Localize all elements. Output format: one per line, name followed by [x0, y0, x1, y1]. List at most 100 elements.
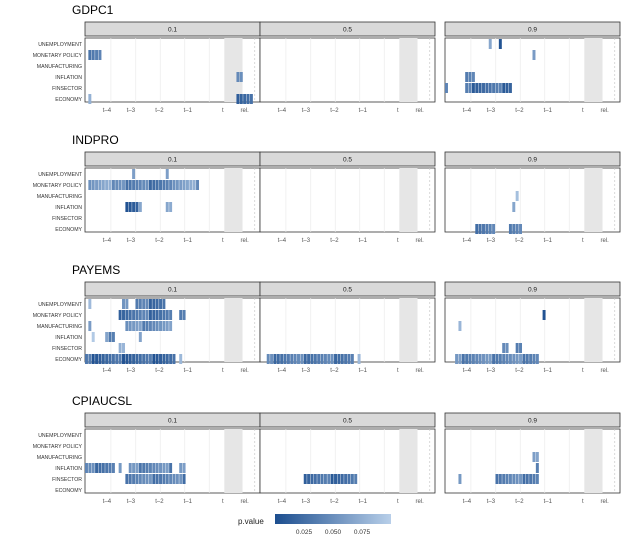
heat-cell: [125, 474, 129, 484]
heat-cell: [354, 474, 358, 484]
heat-cell: [142, 354, 146, 364]
heat-cell: [152, 354, 156, 364]
panel-strip: [444, 281, 621, 297]
heat-cell: [334, 354, 338, 364]
heat-cell: [502, 354, 506, 364]
heat-cell: [515, 474, 519, 484]
heat-cell: [498, 83, 502, 93]
heat-cell: [165, 321, 169, 331]
heat-cell: [132, 202, 136, 212]
heat-cell: [512, 474, 516, 484]
heat-cell: [317, 354, 321, 364]
row-label: MONETARY POLICY: [33, 444, 83, 450]
x-tick-label: t–4: [278, 499, 287, 505]
heat-cell: [105, 463, 109, 473]
heat-cell: [337, 354, 341, 364]
shaded-t-region: [224, 429, 243, 493]
heat-cell: [182, 180, 186, 190]
heat-cell: [182, 474, 186, 484]
heat-cell: [105, 354, 109, 364]
row-label: ECONOMY: [55, 357, 82, 363]
heat-cell: [323, 354, 327, 364]
heat-cell: [347, 354, 351, 364]
heat-cell: [303, 474, 307, 484]
heat-cell: [344, 354, 348, 364]
heat-cell: [142, 310, 146, 320]
heat-cell: [468, 354, 472, 364]
heat-cell: [468, 83, 472, 93]
x-tick-label: t–1: [544, 108, 553, 114]
heat-cell: [122, 310, 125, 320]
row-label: FINSECTOR: [52, 346, 82, 352]
heat-cell: [135, 354, 139, 364]
x-tick-label: rel.: [601, 108, 610, 114]
heat-cell: [468, 72, 472, 82]
heat-cell: [465, 354, 469, 364]
panel-strip-label: 0.1: [168, 417, 177, 424]
heat-cell: [135, 202, 139, 212]
heat-cell: [162, 321, 166, 331]
heat-cell: [529, 474, 533, 484]
heat-cell: [155, 463, 159, 473]
heat-cell: [88, 299, 92, 309]
x-tick-label: t–3: [302, 238, 311, 244]
heat-cell: [162, 474, 166, 484]
heat-cell: [169, 180, 173, 190]
x-tick-label: t: [397, 238, 399, 244]
heat-cell: [313, 354, 317, 364]
legend-title: p.value: [238, 517, 264, 526]
heat-cell: [182, 310, 186, 320]
x-tick-label: t: [222, 108, 224, 114]
heat-cell: [350, 354, 354, 364]
x-tick-label: t–1: [184, 238, 193, 244]
heat-cell: [515, 354, 519, 364]
heat-cell: [162, 354, 166, 364]
heat-cell: [122, 343, 125, 353]
heat-cell: [128, 463, 132, 473]
facet-grid: GDPC1 UNEMPLOYMENT MONETARY POLICY MANUFACT…: [33, 3, 621, 505]
heat-cell: [461, 354, 465, 364]
heat-cell: [478, 354, 482, 364]
panel-q05: 0.5 t–4 t–3 t–2 t–1 t rel.: [259, 21, 436, 114]
panel-strip-label: 0.1: [168, 26, 177, 33]
heat-cell: [132, 169, 136, 179]
heat-cell: [145, 463, 149, 473]
row-label: FINSECTOR: [52, 216, 82, 222]
x-tick-label: t–4: [463, 368, 472, 374]
x-tick-label: t–3: [487, 499, 496, 505]
heat-cell: [327, 354, 331, 364]
heat-cell: [478, 224, 482, 234]
heat-cell: [515, 224, 519, 234]
heat-cell: [148, 463, 152, 473]
x-tick-label: t–4: [463, 108, 472, 114]
heat-cell: [478, 83, 482, 93]
heat-cell: [525, 354, 529, 364]
heat-cell: [88, 50, 92, 60]
x-tick-label: t–1: [184, 108, 193, 114]
heat-cell: [175, 180, 179, 190]
panel-q05: 0.5 t–4 t–3 t–2 t–1 t rel.: [259, 412, 436, 505]
heat-cell: [165, 202, 169, 212]
heat-cell: [239, 94, 243, 104]
x-tick-label: t: [582, 238, 584, 244]
heat-cell: [159, 321, 163, 331]
heat-cell: [350, 474, 354, 484]
heat-cell: [128, 180, 132, 190]
shaded-t-region: [399, 168, 418, 232]
heat-cell: [101, 463, 105, 473]
x-tick-label: t–4: [463, 238, 472, 244]
legend-tick-label: 0.050: [325, 529, 342, 536]
heat-cell: [91, 332, 95, 342]
heat-cell: [340, 354, 344, 364]
x-tick-label: t–2: [515, 238, 524, 244]
x-tick-label: t–4: [103, 238, 112, 244]
row-label: INFLATION: [55, 335, 82, 341]
heat-cell: [125, 180, 129, 190]
heat-cell: [145, 321, 149, 331]
x-tick-label: t–2: [155, 368, 164, 374]
heat-cell: [189, 180, 193, 190]
variable-block-payems: PAYEMS UNEMPLOYMENT MONETARY POLICY MANUFAC…: [33, 263, 621, 374]
heat-cell: [334, 474, 338, 484]
panel-strip-label: 0.9: [528, 156, 537, 163]
heat-cell: [135, 463, 139, 473]
